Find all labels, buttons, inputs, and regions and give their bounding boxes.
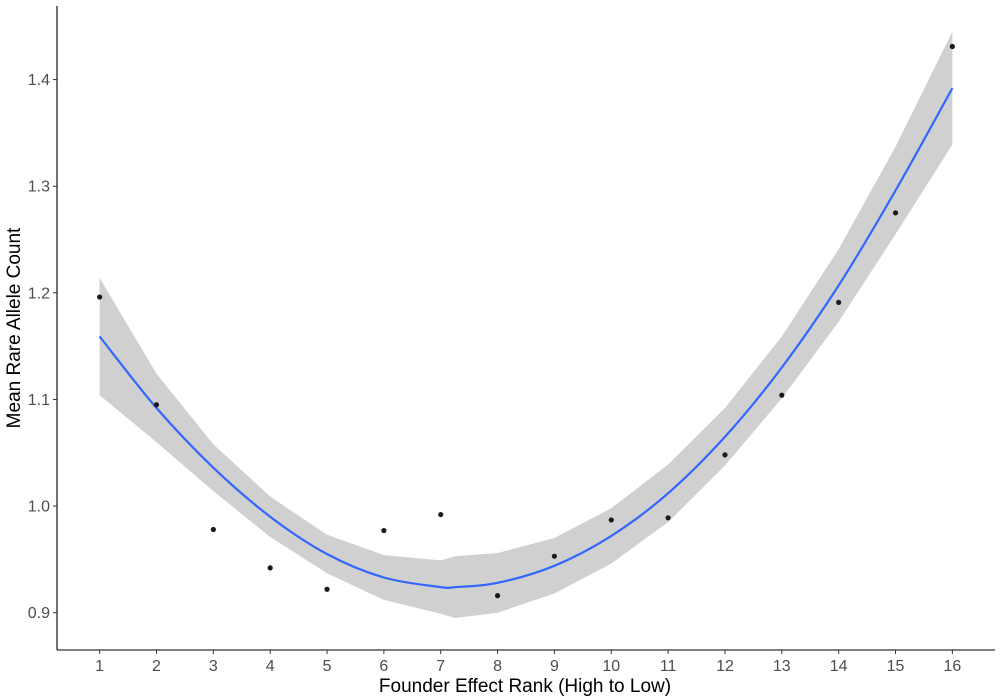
data-point (665, 515, 671, 521)
x-tick-label: 14 (830, 658, 848, 675)
data-point (494, 593, 501, 599)
x-tick-label: 12 (716, 658, 734, 675)
x-tick-label: 3 (209, 658, 218, 675)
y-axis-title: Mean Rare Allele Count (4, 227, 25, 428)
data-point (608, 517, 614, 523)
data-point (779, 392, 785, 398)
data-point (210, 526, 216, 533)
x-tick-label: 4 (266, 658, 275, 675)
data-point (892, 210, 899, 216)
data-point (153, 402, 160, 408)
data-point (97, 294, 103, 300)
x-tick-label: 9 (550, 658, 559, 675)
x-tick-label: 10 (602, 658, 620, 675)
data-point (381, 527, 387, 534)
fit-line (98, 87, 954, 590)
x-tick-label: 8 (493, 658, 502, 675)
x-tick-label: 2 (152, 658, 161, 675)
confidence-band (99, 31, 953, 619)
y-tick-label: 1.0 (28, 499, 50, 516)
data-point (438, 511, 444, 518)
x-tick-label: 13 (773, 658, 791, 675)
x-tick-label: 16 (943, 658, 961, 675)
x-tick-label: 1 (95, 658, 104, 675)
y-tick-label: 0.9 (28, 605, 50, 622)
x-tick-label: 11 (660, 658, 677, 675)
x-tick-label: 5 (323, 658, 332, 675)
data-point (324, 586, 330, 592)
y-tick-label: 1.3 (28, 179, 50, 196)
data-points (97, 43, 955, 599)
x-axis-ticks: 1 2 3 4 5 6 7 8 9 10 11 12 13 14 15 16 (95, 650, 961, 675)
x-axis-title: Founder Effect Rank (High to Low) (379, 676, 671, 697)
x-tick-label: 7 (436, 658, 445, 675)
x-tick-label: 6 (379, 658, 388, 675)
x-tick-label: 15 (887, 658, 905, 675)
data-point (267, 565, 273, 571)
y-axis-ticks: 0.9 1.0 1.1 1.2 1.3 1.4 (28, 72, 57, 622)
data-point (836, 299, 842, 306)
data-point (722, 452, 728, 458)
y-tick-label: 1.1 (28, 392, 50, 409)
data-point (551, 553, 558, 559)
data-point (949, 43, 955, 50)
y-tick-label: 1.4 (28, 72, 50, 89)
plot-area (97, 31, 955, 619)
y-tick-label: 1.2 (28, 285, 50, 302)
